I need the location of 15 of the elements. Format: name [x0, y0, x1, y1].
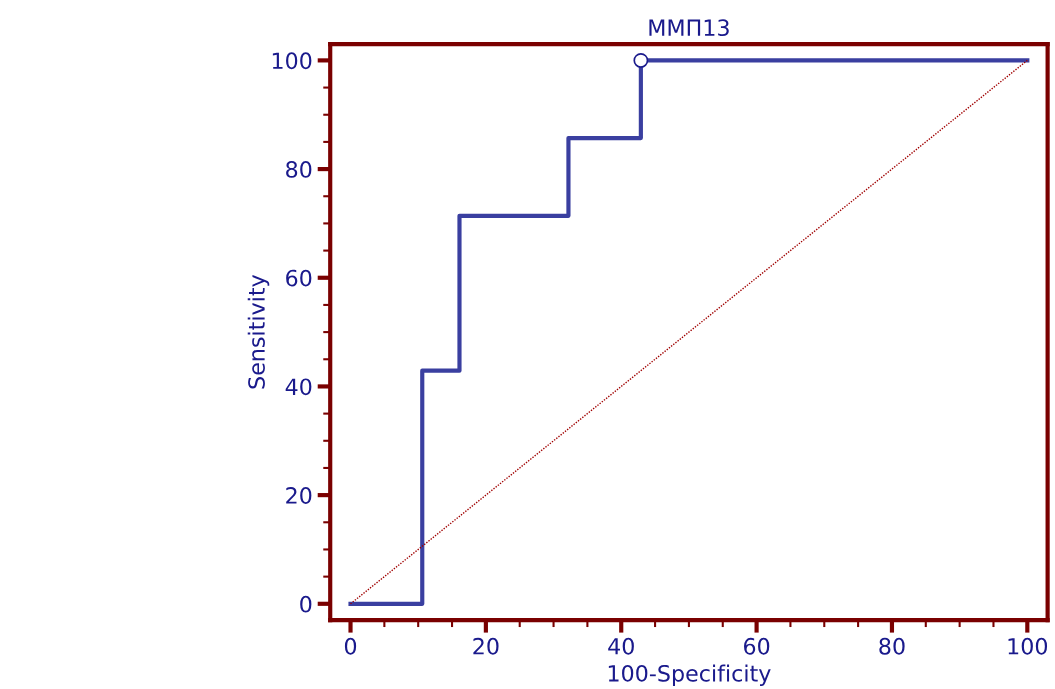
y-tick-label: 80 — [286, 161, 312, 178]
x-tick-label: 40 — [608, 637, 634, 655]
x-tick-label: 60 — [744, 637, 770, 655]
y-tick-label: 60 — [286, 269, 312, 287]
x-tick-label: 80 — [879, 637, 905, 655]
x-tick-label: 0 — [344, 637, 357, 655]
chart-title: ММП13 — [649, 19, 729, 37]
y-tick-label: 100 — [272, 52, 312, 70]
x-tick-label: 100 — [1008, 637, 1048, 655]
x-tick-label: 20 — [473, 637, 499, 655]
x-axis-title: 100-Specificity — [608, 664, 771, 687]
y-axis-title: Sensitivity — [247, 274, 270, 389]
y-tick-label: 20 — [286, 487, 312, 504]
y-tick-label: 40 — [285, 378, 312, 396]
y-tick-label: 0 — [300, 595, 312, 613]
